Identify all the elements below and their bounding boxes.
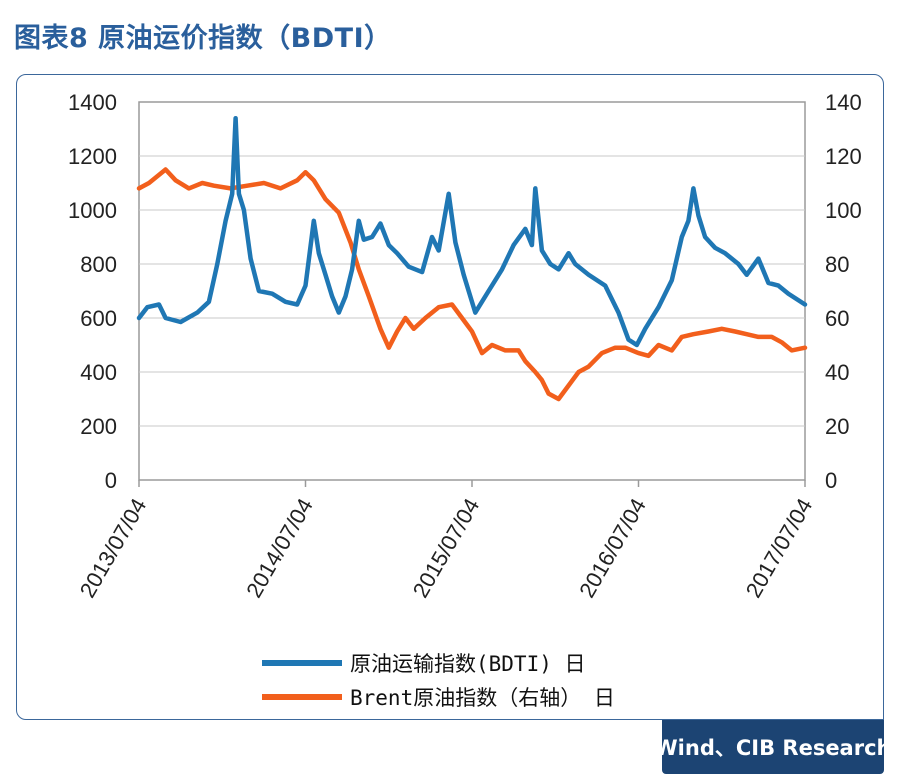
left-tick-label: 400 — [80, 360, 117, 385]
x-tick-label: 2015/07/04 — [408, 494, 485, 602]
figure-title: 图表8 原油运价指数（BDTI） — [14, 23, 392, 54]
legend-label-brent: Brent原油指数（右轴） 日 — [350, 686, 615, 710]
left-tick-label: 1400 — [68, 90, 117, 115]
chart-panel — [16, 74, 884, 720]
right-tick-label: 120 — [825, 144, 862, 169]
legend: 原油运输指数(BDTI) 日 Brent原油指数（右轴） 日 — [262, 652, 615, 710]
left-tick-label: 600 — [80, 306, 117, 331]
x-tick-label: 2013/07/04 — [75, 494, 152, 602]
source-label: Wind、CIB Research — [655, 720, 891, 774]
legend-label-bdti: 原油运输指数(BDTI) 日 — [350, 652, 586, 676]
x-tick-label: 2017/07/04 — [741, 494, 818, 602]
right-tick-label: 100 — [825, 198, 862, 223]
series-line-bdti — [136, 115, 808, 348]
left-tick-label: 800 — [80, 252, 117, 277]
left-axis-ticks: 0 200 400 600 800 1000 1200 1400 — [68, 90, 117, 493]
x-tick-label: 2016/07/04 — [574, 494, 651, 602]
right-tick-label: 0 — [825, 468, 837, 493]
left-tick-label: 200 — [80, 414, 117, 439]
left-tick-label: 1000 — [68, 198, 117, 223]
x-axis-ticks: 2013/07/04 2014/07/04 2015/07/04 2016/07/04… — [75, 480, 818, 602]
right-axis-ticks: 0 20 40 60 80 100 120 140 — [825, 90, 862, 493]
right-tick-label: 20 — [825, 414, 849, 439]
left-tick-label: 0 — [105, 468, 117, 493]
right-tick-label: 40 — [825, 360, 849, 385]
x-tick-label: 2014/07/04 — [241, 494, 318, 602]
left-tick-label: 1200 — [68, 144, 117, 169]
right-tick-label: 80 — [825, 252, 849, 277]
right-tick-label: 140 — [825, 90, 862, 115]
series-line-brent — [136, 167, 808, 402]
right-tick-label: 60 — [825, 306, 849, 331]
series-layer — [136, 115, 808, 402]
